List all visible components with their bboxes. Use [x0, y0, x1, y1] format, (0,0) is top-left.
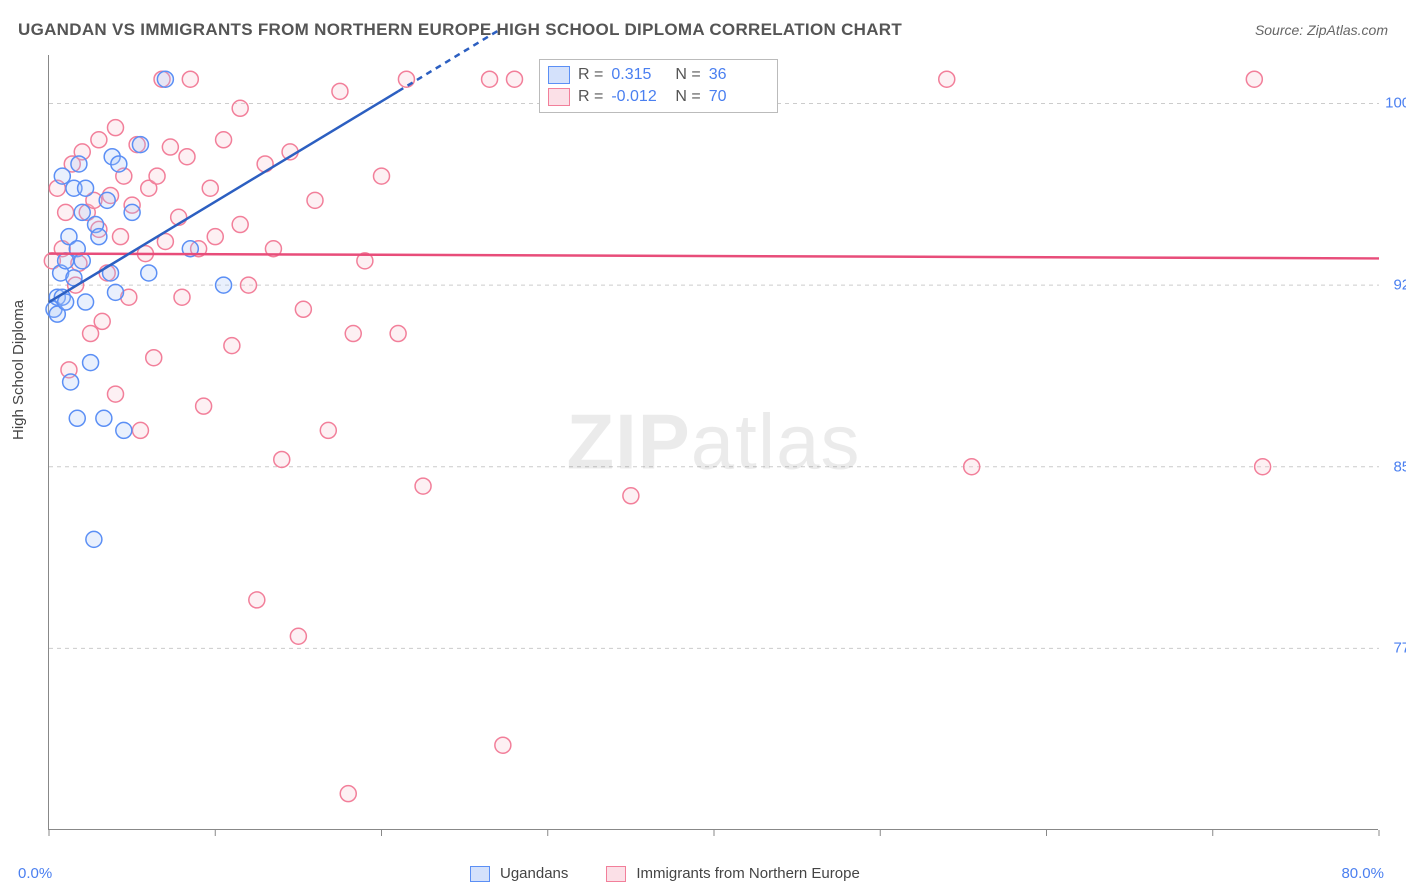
- r-value-northern-europe: -0.012: [611, 88, 667, 106]
- chart-svg: [49, 55, 1378, 829]
- y-tick-label: 77.5%: [1393, 640, 1406, 657]
- r-label: R =: [578, 88, 603, 106]
- n-value-ugandans: 36: [709, 66, 765, 84]
- n-value-northern-europe: 70: [709, 88, 765, 106]
- x-tick-label-end: 80.0%: [1341, 865, 1384, 882]
- legend-series: Ugandans Immigrants from Northern Europe: [470, 865, 860, 882]
- plot-area: R = 0.315 N = 36 R = -0.012 N = 70 ZIPat…: [48, 55, 1378, 830]
- legend-label-northern-europe: Immigrants from Northern Europe: [636, 865, 859, 882]
- chart-title: UGANDAN VS IMMIGRANTS FROM NORTHERN EURO…: [18, 20, 902, 40]
- r-label: R =: [578, 66, 603, 84]
- x-tick-label-start: 0.0%: [18, 865, 52, 882]
- swatch-sm-northern-europe: [606, 866, 626, 882]
- legend-row-ugandans: R = 0.315 N = 36: [548, 64, 765, 86]
- source-attribution: Source: ZipAtlas.com: [1255, 22, 1388, 38]
- y-tick-label: 85.0%: [1393, 458, 1406, 475]
- legend-label-ugandans: Ugandans: [500, 865, 568, 882]
- n-label: N =: [675, 88, 700, 106]
- legend-row-northern-europe: R = -0.012 N = 70: [548, 86, 765, 108]
- y-tick-label: 92.5%: [1393, 277, 1406, 294]
- n-label: N =: [675, 66, 700, 84]
- y-tick-label: 100.0%: [1385, 95, 1406, 112]
- swatch-ugandans: [548, 66, 570, 84]
- r-value-ugandans: 0.315: [611, 66, 667, 84]
- swatch-northern-europe: [548, 88, 570, 106]
- legend-correlation-box: R = 0.315 N = 36 R = -0.012 N = 70: [539, 59, 778, 113]
- swatch-sm-ugandans: [470, 866, 490, 882]
- y-axis-label: High School Diploma: [10, 300, 27, 440]
